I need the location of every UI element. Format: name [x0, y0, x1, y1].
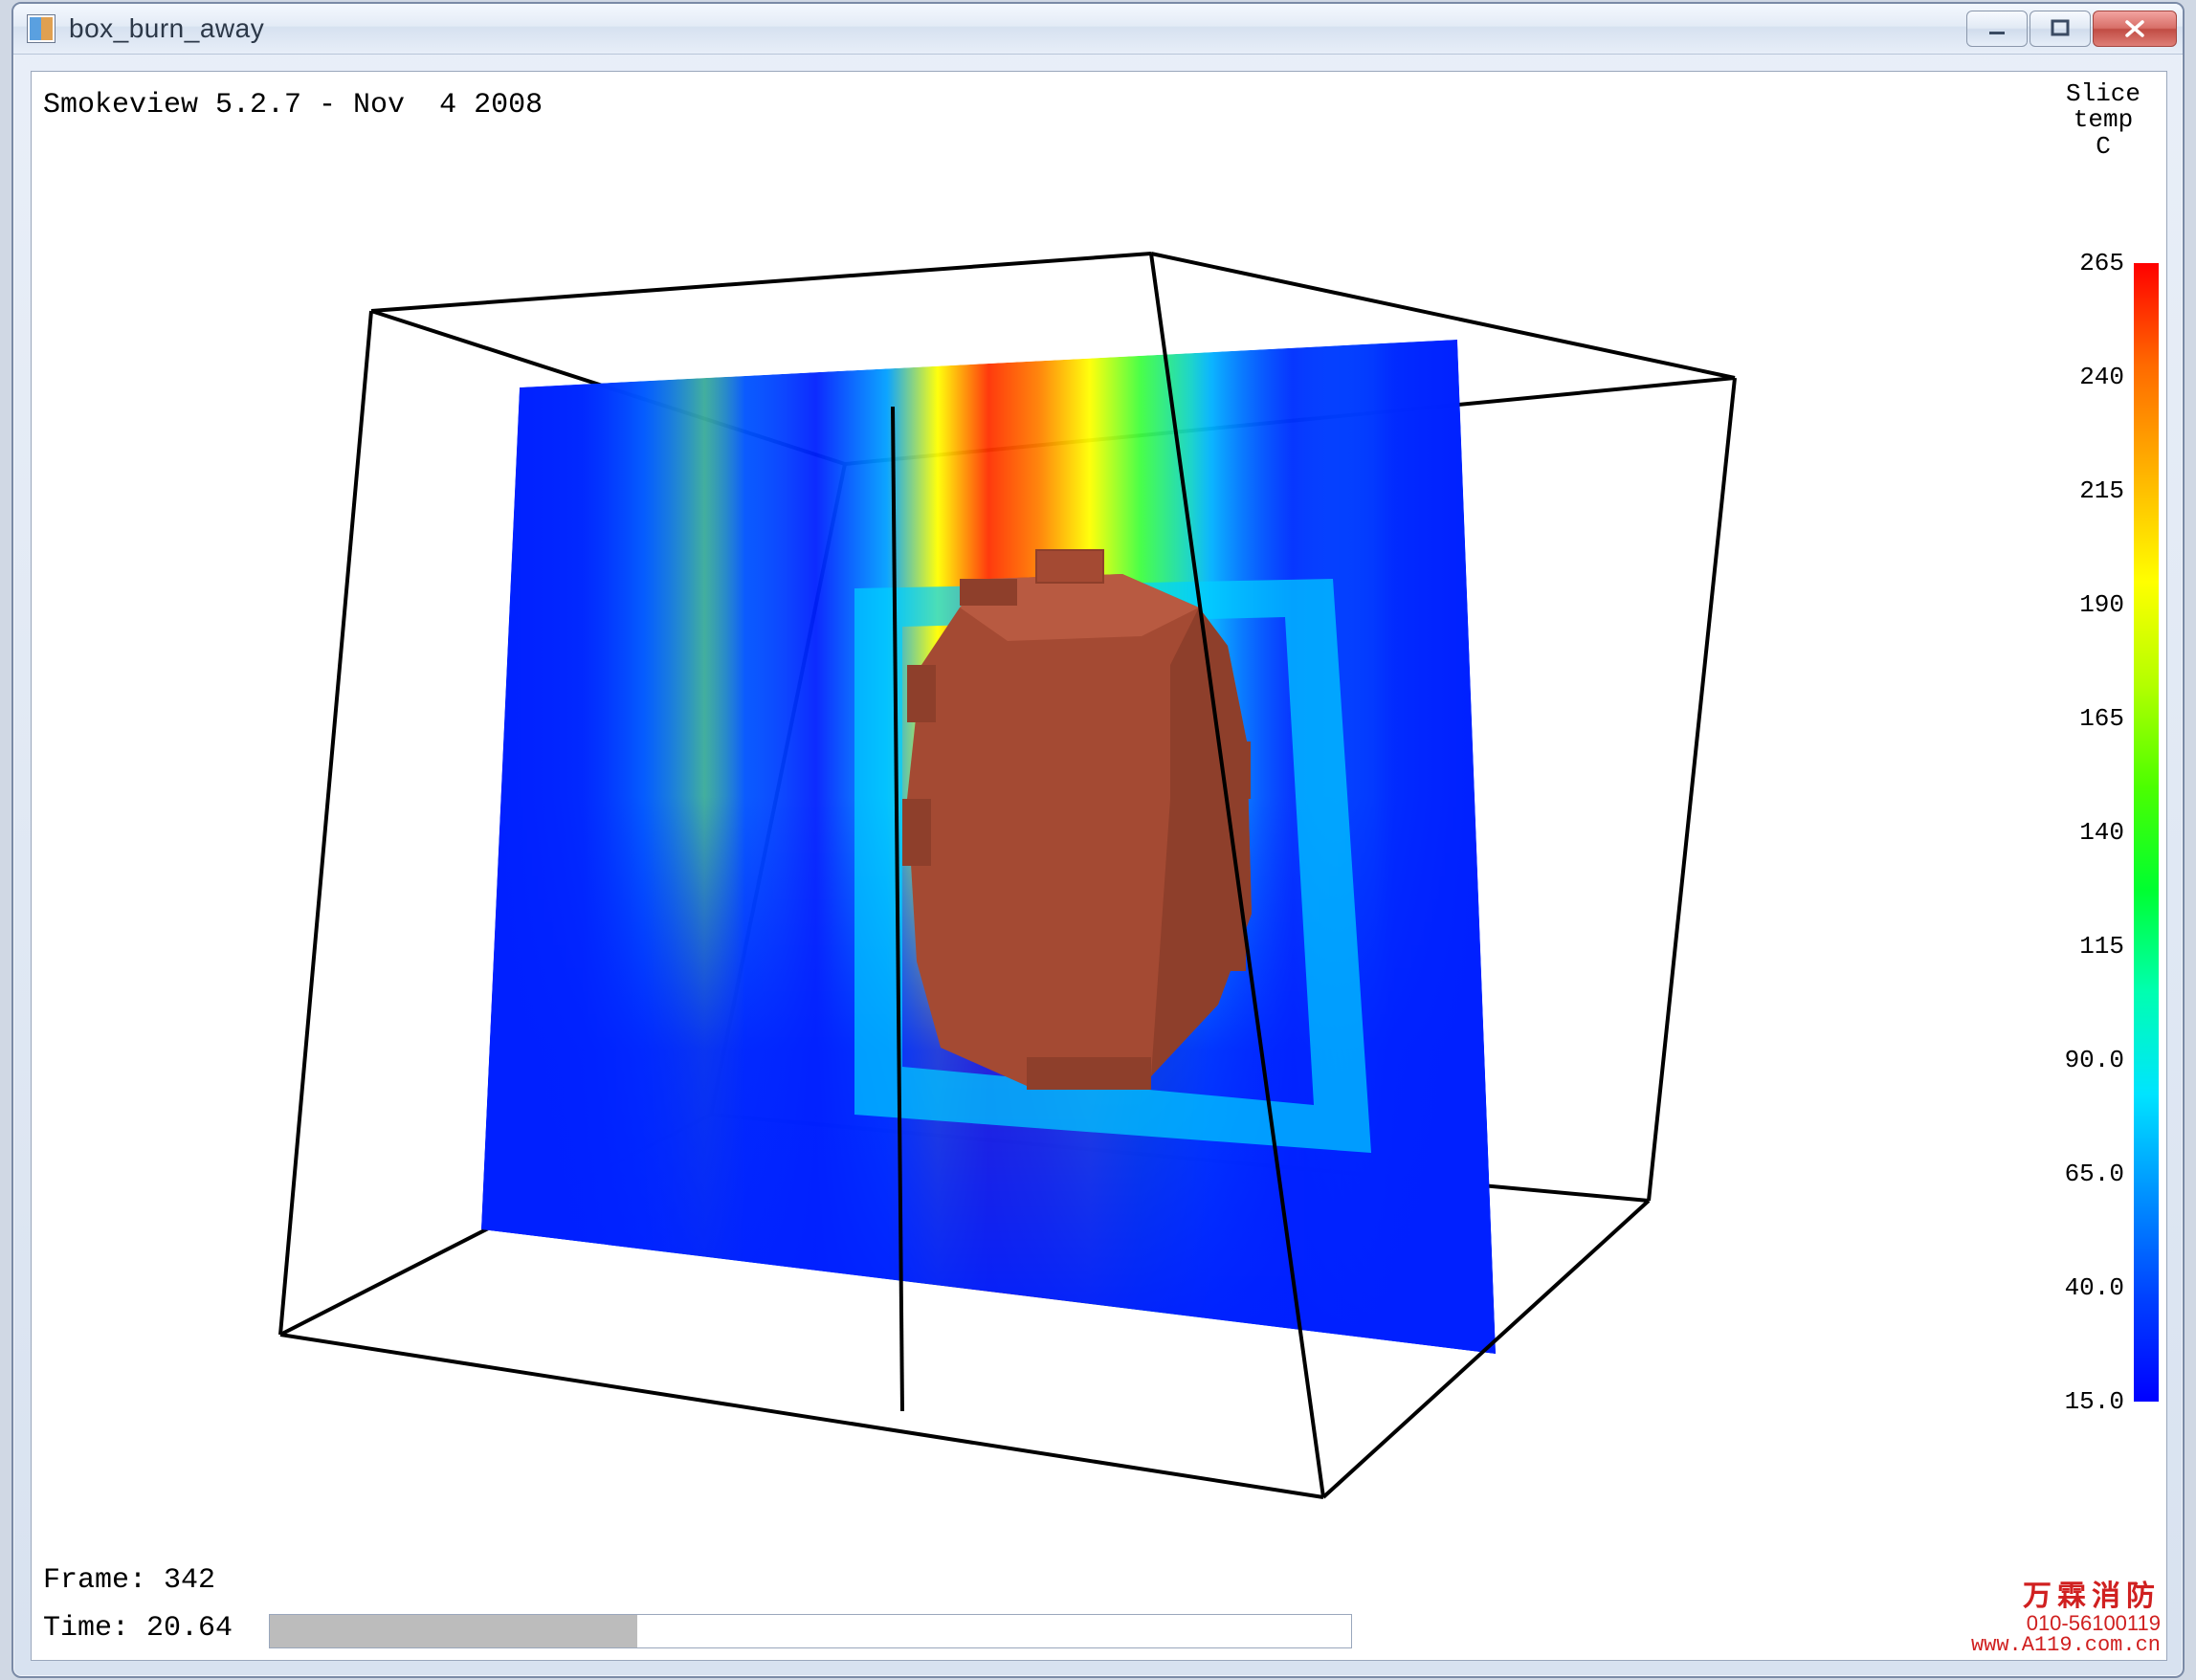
watermark-line: 010-56100119 [1971, 1612, 2161, 1634]
close-button[interactable] [2093, 11, 2177, 47]
maximize-button[interactable] [2030, 11, 2091, 47]
watermark: 万霖消防 010-56100119 www.A119.com.cn [1971, 1581, 2161, 1656]
colorbar-tick: 265 [2048, 249, 2124, 277]
colorbar [2134, 263, 2159, 1402]
window-controls [1966, 11, 2177, 47]
time-slider-fill [270, 1615, 637, 1647]
colorbar-tick: 240 [2048, 363, 2124, 391]
legend-title: Slice temp C [2046, 81, 2161, 160]
watermark-line: 万霖消防 [1971, 1581, 2161, 1612]
minimize-icon [1986, 18, 2007, 39]
app-window: box_burn_away Smokeview 5.2.7 - Nov 4 20… [11, 2, 2185, 1678]
colorbar-tick: 40.0 [2048, 1273, 2124, 1302]
colorbar-tick: 165 [2048, 704, 2124, 733]
frame-readout: Frame: 342 [43, 1564, 215, 1597]
time-slider[interactable] [269, 1614, 1352, 1648]
colorbar-scale: 265 240 215 190 165 140 115 90.0 65.0 40… [2044, 263, 2159, 1402]
burn-object [902, 550, 1252, 1090]
window-title: box_burn_away [69, 13, 1966, 44]
time-readout: Time: 20.64 [43, 1612, 233, 1645]
watermark-line: www.A119.com.cn [1971, 1634, 2161, 1656]
scene-3d[interactable] [70, 129, 1964, 1603]
viewport[interactable]: Smokeview 5.2.7 - Nov 4 2008 [31, 71, 2167, 1661]
colorbar-tick: 115 [2048, 932, 2124, 961]
titlebar[interactable]: box_burn_away [13, 4, 2183, 55]
colorbar-tick: 190 [2048, 590, 2124, 619]
colorbar-tick: 140 [2048, 818, 2124, 847]
colorbar-tick: 65.0 [2048, 1160, 2124, 1188]
maximize-icon [2050, 18, 2071, 39]
app-icon [27, 14, 55, 43]
minimize-button[interactable] [1966, 11, 2028, 47]
colorbar-tick: 90.0 [2048, 1046, 2124, 1074]
colorbar-tick: 15.0 [2048, 1387, 2124, 1416]
version-label: Smokeview 5.2.7 - Nov 4 2008 [43, 89, 543, 122]
close-icon [2122, 18, 2147, 39]
colorbar-tick: 215 [2048, 476, 2124, 505]
colorbar-legend: Slice temp C [2046, 81, 2161, 166]
